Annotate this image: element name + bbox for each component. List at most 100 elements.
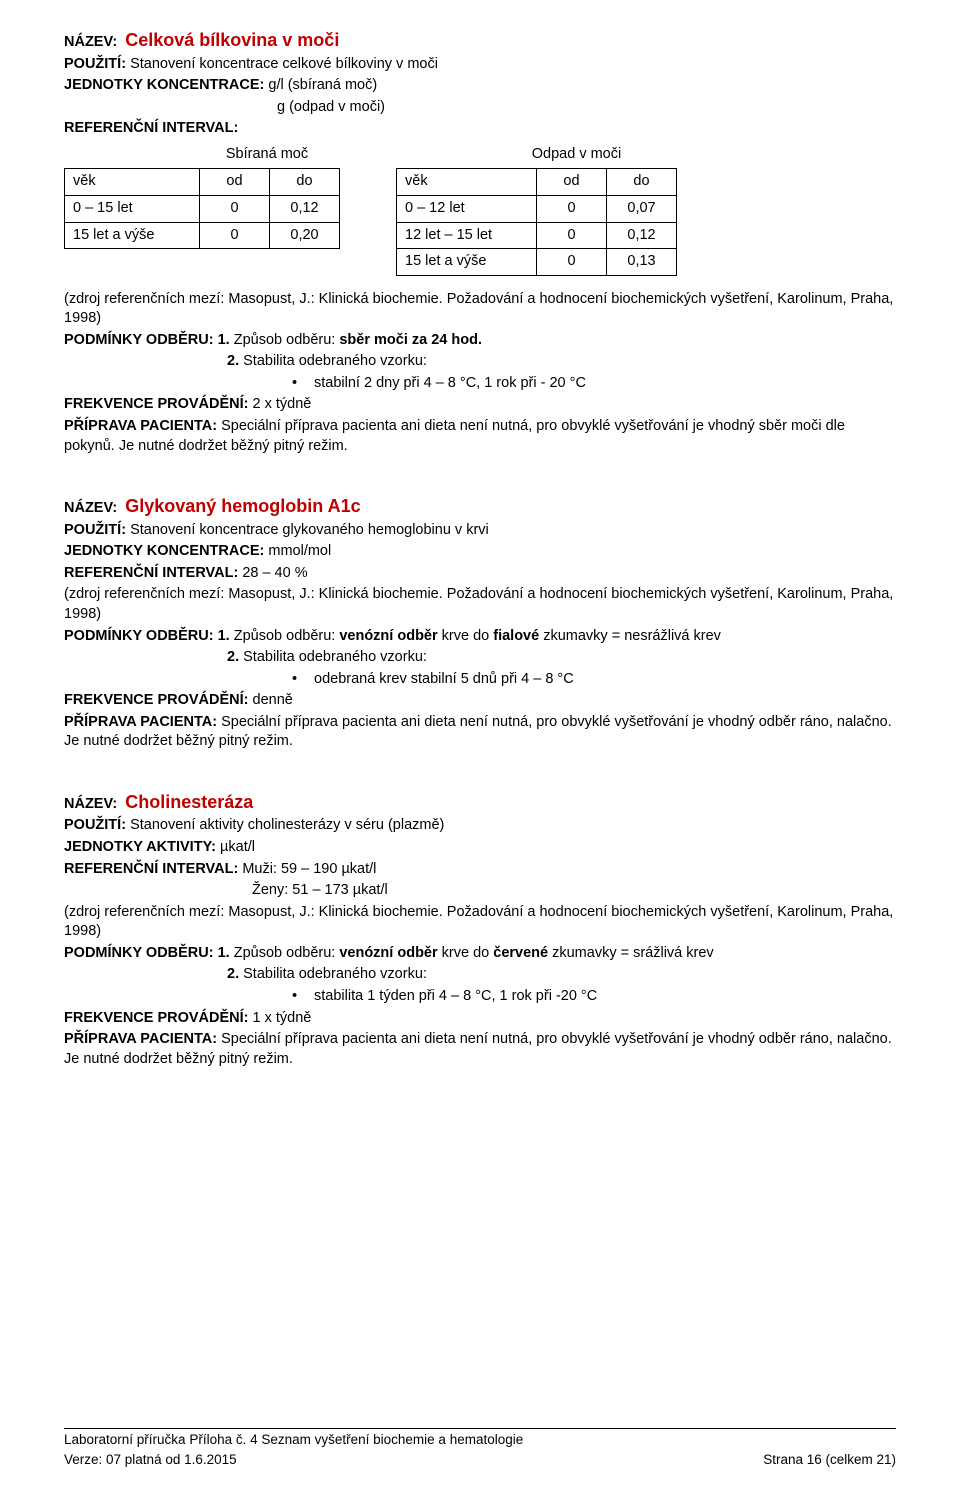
table-row: 15 let a výše 0 0,13 [397,249,677,276]
col-od: od [537,169,607,196]
name-label: NÁZEV: [64,796,117,812]
col-age: věk [397,169,537,196]
table-caption-right: Odpad v moči [476,145,677,165]
cond-num-1: 1. [218,945,230,961]
cell-age: 15 let a výše [65,222,200,249]
conditions-line-2: 2. Stabilita odebraného vzorku: [64,352,896,372]
cell-od: 0 [537,195,607,222]
table-left: věk od do 0 – 15 let 0 0,12 15 let a výš… [64,168,340,249]
method-color: červené [493,945,548,961]
footer-line-1: Laboratorní příručka Příloha č. 4 Seznam… [64,1431,896,1449]
table-urine-output: Odpad v moči věk od do 0 – 12 let 0 0,07… [396,145,677,276]
table-caption-left: Sbíraná moč [194,145,340,165]
use-text: Stanovení koncentrace glykovaného hemogl… [130,522,489,538]
units-value: µkat/l [220,839,255,855]
method-color: fialové [493,628,539,644]
cell-do: 0,07 [607,195,677,222]
ref-interval-line: REFERENČNÍ INTERVAL: 28 – 40 % [64,564,896,584]
conditions-label: PODMÍNKY ODBĚRU: [64,945,214,961]
section-cholinesterase: NÁZEV: Cholinesteráza POUŽITÍ: Stanovení… [64,790,896,1069]
units-label: JEDNOTKY AKTIVITY: [64,839,216,855]
reference-tables: Sbíraná moč věk od do 0 – 15 let 0 0,12 … [64,145,896,276]
use-text: Stanovení koncentrace celkové bílkoviny … [130,56,438,72]
cell-do: 0,20 [270,222,340,249]
prep-label: PŘÍPRAVA PACIENTA: [64,1031,217,1047]
conditions-line-1: PODMÍNKY ODBĚRU: 1. Způsob odběru: sběr … [64,331,896,351]
cond-2-label: Stabilita odebraného vzorku: [243,353,427,369]
units-label: JEDNOTKY KONCENTRACE: [64,543,264,559]
use-label: POUŽITÍ: [64,817,126,833]
cell-od: 0 [200,222,270,249]
table-collected-urine: Sbíraná moč věk od do 0 – 15 let 0 0,12 … [64,145,340,276]
cond-num-2: 2. [227,966,239,982]
col-od: od [200,169,270,196]
units-line-1: JEDNOTKY KONCENTRACE: g/l (sbíraná moč) [64,76,896,96]
method-text: sběr moči za 24 hod. [339,332,482,348]
freq-label: FREKVENCE PROVÁDĚNÍ: [64,396,249,412]
cell-do: 0,12 [607,222,677,249]
cell-od: 0 [537,222,607,249]
ref-interval-label: REFERENČNÍ INTERVAL: [64,565,238,581]
section-title: Glykovaný hemoglobin A1c [125,496,360,516]
table-row: 12 let – 15 let 0 0,12 [397,222,677,249]
ref-interval-line-2: Ženy: 51 – 173 µkat/l [64,881,896,901]
cond-2-label: Stabilita odebraného vzorku: [243,966,427,982]
conditions-line-1: PODMÍNKY ODBĚRU: 1. Způsob odběru: venóz… [64,627,896,647]
cell-do: 0,13 [607,249,677,276]
stability-bullet: stabilní 2 dny při 4 – 8 °C, 1 rok při -… [64,374,896,394]
source-citation: (zdroj referenčních mezí: Masopust, J.: … [64,585,896,624]
prep-label: PŘÍPRAVA PACIENTA: [64,418,217,434]
cell-age: 0 – 12 let [397,195,537,222]
use-text: Stanovení aktivity cholinesterázy v séru… [130,817,444,833]
ref-value-women: Ženy: 51 – 173 µkat/l [252,882,388,898]
units-line-2: g (odpad v moči) [64,98,896,118]
source-citation: (zdroj referenčních mezí: Masopust, J.: … [64,290,896,329]
method-mid: krve do [438,628,494,644]
freq-label: FREKVENCE PROVÁDĚNÍ: [64,1010,249,1026]
page-footer: Laboratorní příručka Příloha č. 4 Seznam… [64,1428,896,1469]
col-age: věk [65,169,200,196]
table-right: věk od do 0 – 12 let 0 0,07 12 let – 15 … [396,168,677,275]
table-row: 0 – 12 let 0 0,07 [397,195,677,222]
use-line: POUŽITÍ: Stanovení aktivity cholinesterá… [64,816,896,836]
table-row: věk od do [397,169,677,196]
cell-age: 0 – 15 let [65,195,200,222]
col-do: do [270,169,340,196]
prep-label: PŘÍPRAVA PACIENTA: [64,714,217,730]
ref-interval-line-1: REFERENČNÍ INTERVAL: Muži: 59 – 190 µkat… [64,860,896,880]
ref-value: 28 – 40 % [242,565,307,581]
method-suffix: zkumavky = nesrážlivá krev [539,628,721,644]
frequency-line: FREKVENCE PROVÁDĚNÍ: 1 x týdně [64,1009,896,1029]
preparation-line: PŘÍPRAVA PACIENTA: Speciální příprava pa… [64,713,896,752]
table-row: 0 – 15 let 0 0,12 [65,195,340,222]
use-line: POUŽITÍ: Stanovení koncentrace celkové b… [64,55,896,75]
freq-text: 1 x týdně [253,1010,312,1026]
preparation-line: PŘÍPRAVA PACIENTA: Speciální příprava pa… [64,1030,896,1069]
use-line: POUŽITÍ: Stanovení koncentrace glykované… [64,521,896,541]
use-label: POUŽITÍ: [64,522,126,538]
units-label: JEDNOTKY KONCENTRACE: [64,77,264,93]
cond-2-label: Stabilita odebraného vzorku: [243,649,427,665]
stability-text: stabilita 1 týden při 4 – 8 °C, 1 rok př… [314,988,597,1004]
name-line: NÁZEV: Celková bílkovina v moči [64,28,896,53]
units-line: JEDNOTKY KONCENTRACE: mmol/mol [64,542,896,562]
name-label: NÁZEV: [64,500,117,516]
name-line: NÁZEV: Glykovaný hemoglobin A1c [64,494,896,519]
table-row: věk od do [65,169,340,196]
freq-text: denně [253,692,293,708]
units-value-1: g/l (sbíraná moč) [268,77,377,93]
source-citation: (zdroj referenčních mezí: Masopust, J.: … [64,903,896,942]
ref-interval-label: REFERENČNÍ INTERVAL: [64,861,238,877]
footer-version: Verze: 07 platná od 1.6.2015 [64,1451,237,1469]
units-line: JEDNOTKY AKTIVITY: µkat/l [64,838,896,858]
method-prefix: venózní odběr [339,945,437,961]
cond-1-label: Způsob odběru: [234,332,336,348]
cond-num-1: 1. [218,628,230,644]
stability-text: odebraná krev stabilní 5 dnů při 4 – 8 °… [314,671,574,687]
footer-page: Strana 16 (celkem 21) [763,1451,896,1469]
preparation-line: PŘÍPRAVA PACIENTA: Speciální příprava pa… [64,417,896,456]
section-hba1c: NÁZEV: Glykovaný hemoglobin A1c POUŽITÍ:… [64,494,896,752]
cell-od: 0 [537,249,607,276]
table-row: 15 let a výše 0 0,20 [65,222,340,249]
cell-age: 12 let – 15 let [397,222,537,249]
